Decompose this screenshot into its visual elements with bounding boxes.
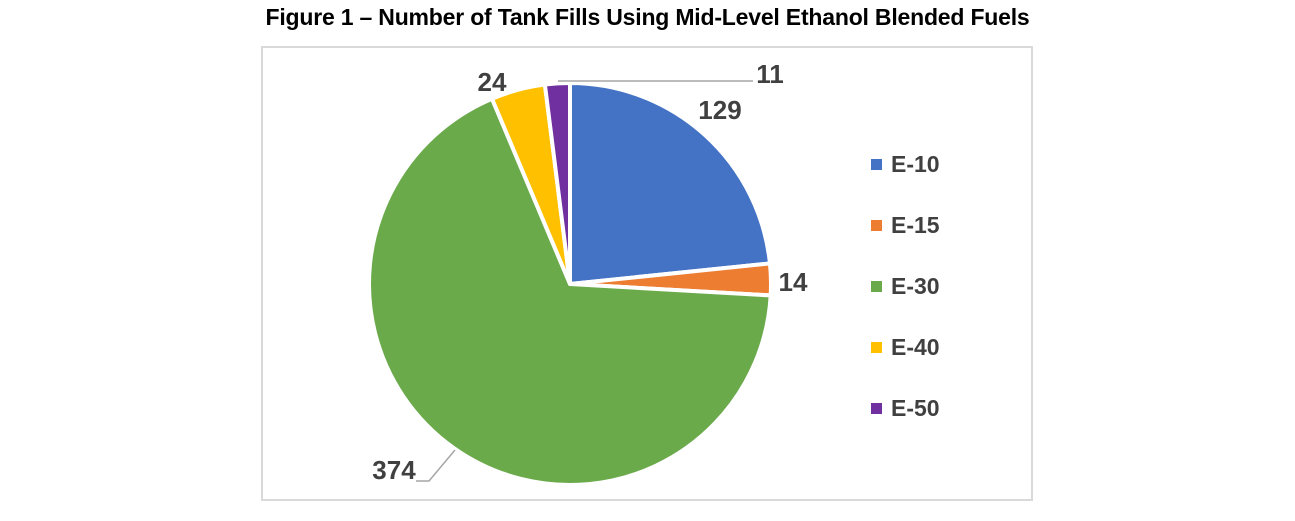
data-label-e-50: 11 xyxy=(756,59,784,89)
legend-swatch-icon xyxy=(871,158,882,170)
pie-slice-e-30 xyxy=(366,96,773,488)
legend-label: E-50 xyxy=(891,395,940,421)
legend-item-e-15: E-15 xyxy=(871,213,940,237)
legend-label: E-30 xyxy=(891,273,940,299)
legend: E-10 E-15 E-30 E-40 E-50 xyxy=(871,152,940,420)
legend-swatch-icon xyxy=(871,219,882,231)
legend-label: E-10 xyxy=(891,151,940,177)
legend-item-e-40: E-40 xyxy=(871,335,940,359)
pie-chart: 129 14 374 24 11 xyxy=(366,59,808,488)
legend-item-e-10: E-10 xyxy=(871,152,940,176)
data-label-e-15: 14 xyxy=(779,267,808,297)
leader-line-e-30 xyxy=(416,449,456,482)
legend-item-e-50: E-50 xyxy=(871,396,940,420)
data-label-e-30: 374 xyxy=(372,455,416,485)
legend-label: E-40 xyxy=(891,334,940,360)
legend-swatch-icon xyxy=(871,280,882,292)
pie-slice-e-10 xyxy=(568,81,772,286)
legend-swatch-icon xyxy=(871,402,882,414)
legend-item-e-30: E-30 xyxy=(871,274,940,298)
legend-swatch-icon xyxy=(871,341,882,353)
pie-slice-e-50 xyxy=(542,80,572,286)
data-label-e-10: 129 xyxy=(698,95,741,125)
legend-label: E-15 xyxy=(891,212,940,238)
data-label-e-40: 24 xyxy=(478,67,507,97)
chart-area: 129 14 374 24 11 E-10 E-15 E-30 E-40 E-50 xyxy=(261,46,1033,501)
figure-title: Figure 1 – Number of Tank Fills Using Mi… xyxy=(265,4,1030,30)
